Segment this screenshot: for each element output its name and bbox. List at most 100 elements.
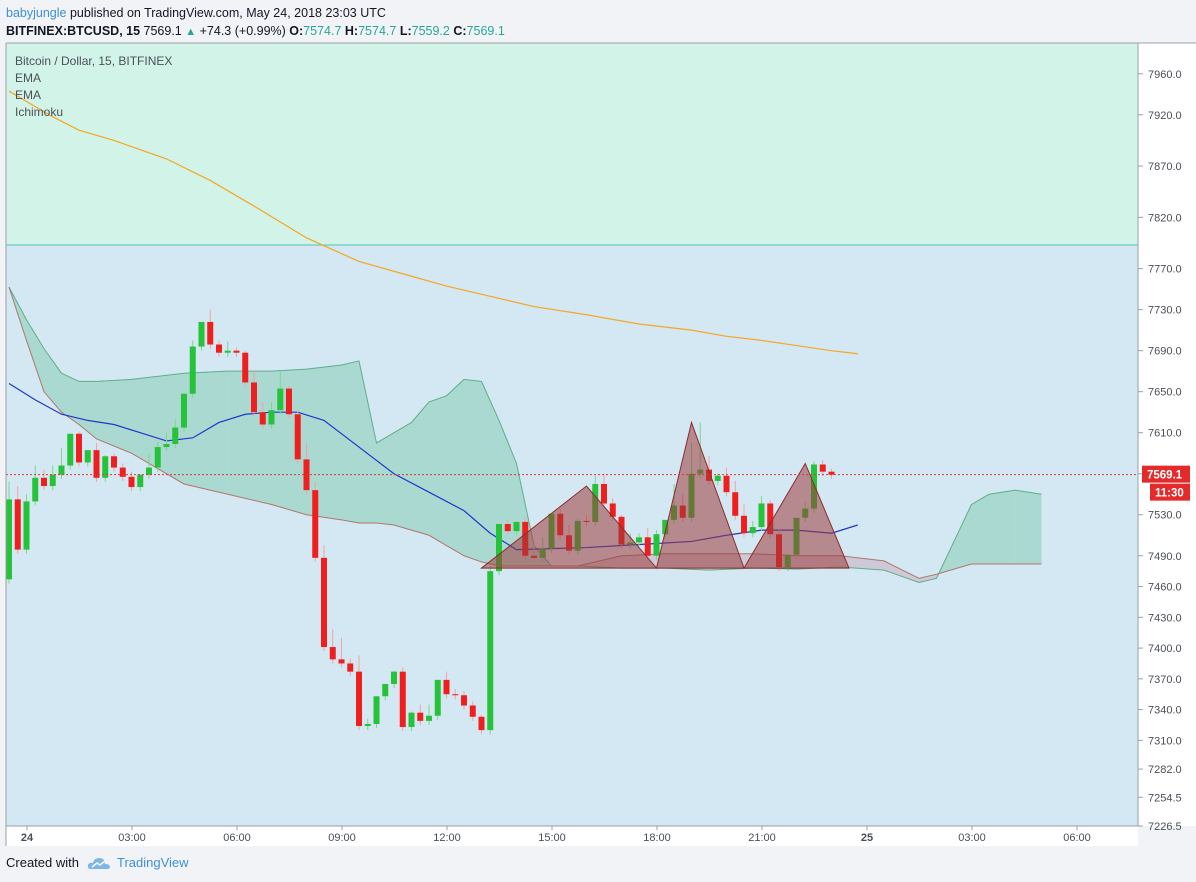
candle[interactable] <box>356 671 362 727</box>
price-tick-label: 7730.0 <box>1148 305 1182 317</box>
pattern-triangle[interactable] <box>480 485 658 569</box>
candle[interactable] <box>767 503 774 535</box>
ichimoku-cloud-segment <box>61 373 79 425</box>
candle[interactable] <box>662 519 669 535</box>
candle[interactable] <box>741 515 747 534</box>
candle[interactable] <box>198 321 205 347</box>
candle[interactable] <box>469 705 476 717</box>
candle[interactable] <box>408 712 415 728</box>
candle[interactable] <box>286 388 292 415</box>
candle[interactable] <box>329 647 336 660</box>
candle[interactable] <box>128 476 135 488</box>
time-tick-label: 18:00 <box>643 832 671 844</box>
candle[interactable] <box>321 557 327 648</box>
candle[interactable] <box>609 503 616 517</box>
publish-line: babyjungle published on TradingView.com,… <box>6 4 505 22</box>
plot-area[interactable] <box>6 43 1138 826</box>
candle[interactable] <box>181 393 187 428</box>
candle[interactable] <box>93 450 100 478</box>
price-axis[interactable]: 7960.0 7920.0 7870.0 7820.0 7770.0 7730.0 7690… <box>1137 43 1196 833</box>
candle[interactable] <box>76 433 82 463</box>
candle[interactable] <box>496 523 502 572</box>
candle[interactable] <box>259 412 266 425</box>
candle[interactable] <box>723 475 730 493</box>
price-tick-label: 7770.0 <box>1148 264 1182 276</box>
pattern-triangle[interactable] <box>743 462 850 569</box>
candle[interactable] <box>487 571 494 731</box>
candle[interactable] <box>758 503 765 528</box>
candle[interactable] <box>732 492 739 516</box>
candle[interactable] <box>277 388 284 411</box>
candle[interactable] <box>189 346 196 394</box>
candle[interactable] <box>636 537 642 543</box>
candle[interactable] <box>294 414 301 460</box>
candle[interactable] <box>426 715 432 721</box>
candle[interactable] <box>224 350 231 353</box>
candle[interactable] <box>242 352 249 383</box>
candle[interactable] <box>828 471 835 475</box>
candle[interactable] <box>819 464 826 472</box>
candle[interactable] <box>338 659 345 664</box>
tradingview-cloud-icon <box>87 857 110 869</box>
candle[interactable] <box>714 475 721 481</box>
candle[interactable] <box>14 499 21 550</box>
candle[interactable] <box>23 501 30 550</box>
candle[interactable] <box>364 723 371 727</box>
open-value: 7574.7 <box>303 24 342 38</box>
candle[interactable] <box>49 474 56 487</box>
created-with-text: Created with <box>6 855 79 870</box>
candle[interactable] <box>6 499 12 580</box>
candle[interactable] <box>452 694 459 696</box>
price-tick-label: 7530.0 <box>1148 510 1182 522</box>
candle[interactable] <box>601 483 607 504</box>
candle[interactable] <box>119 467 126 477</box>
time-axis[interactable]: 24 03:00 06:00 09:00 12:00 15:00 18:00 21:00 25 0… <box>5 42 1196 846</box>
chart-legend: Bitcoin / Dollar, 15, BITFINEX EMA EMA I… <box>15 54 172 119</box>
candle[interactable] <box>417 712 424 721</box>
candle[interactable] <box>102 456 109 478</box>
candle[interactable] <box>382 683 389 697</box>
candle[interactable] <box>67 433 74 466</box>
high-label: H: <box>344 24 359 38</box>
tradingview-link[interactable]: TradingView <box>116 855 189 870</box>
candle[interactable] <box>399 671 406 728</box>
candle[interactable] <box>58 465 65 475</box>
candle[interactable] <box>172 427 179 444</box>
candle[interactable] <box>504 523 511 532</box>
candle[interactable] <box>154 447 161 468</box>
time-tick-label: 09:00 <box>328 832 356 844</box>
candle[interactable] <box>461 695 467 706</box>
candle[interactable] <box>653 534 660 556</box>
candle[interactable] <box>644 537 651 556</box>
time-axis-background[interactable] <box>6 826 1138 846</box>
pattern-triangle[interactable] <box>655 420 745 569</box>
candle[interactable] <box>391 671 397 684</box>
candle[interactable] <box>434 679 441 716</box>
candle[interactable] <box>478 716 485 731</box>
candle[interactable] <box>251 382 257 413</box>
price-axis-background[interactable] <box>1138 43 1196 826</box>
candle[interactable] <box>513 521 520 532</box>
author-link[interactable]: babyjungle <box>6 6 67 20</box>
candle[interactable] <box>137 474 144 488</box>
candle[interactable] <box>32 477 39 502</box>
candle[interactable] <box>163 443 170 448</box>
candle[interactable] <box>347 663 354 672</box>
candle[interactable] <box>443 679 450 695</box>
price-tick-label: 7610.0 <box>1148 428 1182 440</box>
candle[interactable] <box>373 696 380 724</box>
candle[interactable] <box>268 410 275 425</box>
price-tick-label: 7400.0 <box>1148 643 1182 655</box>
countdown-badge <box>1150 483 1190 501</box>
footer: Created with TradingView <box>6 855 189 870</box>
candle[interactable] <box>84 450 91 463</box>
candle[interactable] <box>233 350 240 353</box>
candle[interactable] <box>207 321 214 345</box>
candle[interactable] <box>216 344 222 353</box>
candle[interactable] <box>146 467 152 475</box>
candle[interactable] <box>749 527 756 534</box>
candle[interactable] <box>111 456 117 468</box>
candle[interactable] <box>41 477 47 487</box>
candle[interactable] <box>312 490 319 558</box>
